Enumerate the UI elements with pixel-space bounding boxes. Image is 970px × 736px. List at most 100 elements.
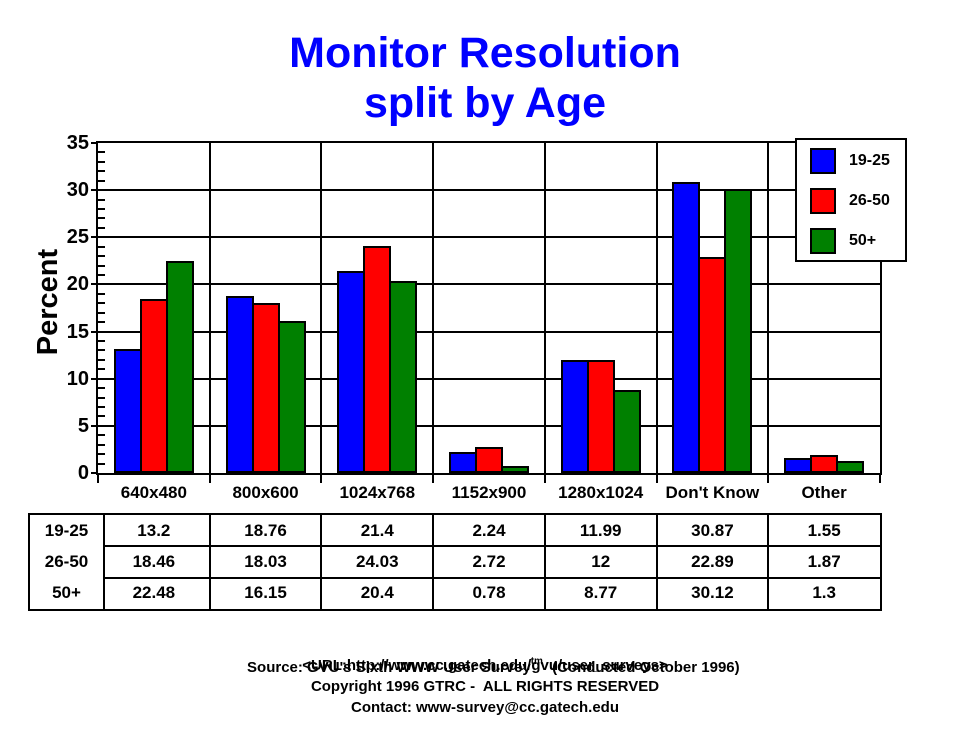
y-minor-tick — [98, 198, 105, 201]
x-category-label: 1280x1024 — [558, 483, 644, 502]
y-minor-tick — [98, 340, 105, 342]
y-minor-tick — [98, 321, 105, 324]
y-tick-label: 30 — [66, 179, 89, 202]
y-major-tick — [91, 330, 96, 333]
plot-area — [96, 141, 882, 475]
y-minor-tick — [98, 406, 105, 408]
table-cell: 11.99 — [579, 520, 622, 540]
gridline-vertical — [767, 143, 770, 473]
y-minor-tick — [98, 179, 105, 182]
x-category-label: Other — [801, 483, 847, 502]
bar-19-25-1280x1024 — [560, 360, 589, 473]
y-tick-label: 15 — [66, 320, 89, 343]
table-divider-vertical — [208, 515, 211, 609]
table-divider-vertical — [767, 515, 770, 609]
x-axis-tick — [879, 475, 881, 483]
y-minor-tick — [98, 245, 105, 248]
bar-19-25-Don't Know — [672, 182, 701, 473]
footer-url-line: <URL:http://www.cc.gatech.edu/gvu/user_s… — [302, 657, 668, 674]
bar-50+-1280x1024 — [612, 390, 641, 473]
legend-label-50+: 50+ — [849, 232, 877, 249]
footer-source-line: Source: GVU's Sixth WWW User Surveytm (C… — [0, 637, 970, 695]
y-tick-label: 25 — [66, 226, 89, 249]
bar-19-25-1152x900 — [449, 452, 477, 473]
x-axis-tick — [767, 475, 770, 483]
page-title: Monitor Resolution split by Age — [0, 28, 970, 128]
y-tick-label: 0 — [77, 462, 89, 484]
y-minor-tick — [98, 208, 105, 210]
y-major-tick — [91, 236, 96, 239]
y-minor-tick — [98, 387, 105, 390]
x-axis-tick — [97, 475, 99, 483]
y-minor-tick — [98, 311, 105, 314]
y-major-tick — [91, 142, 96, 144]
y-major-tick — [91, 472, 96, 474]
bar-26-50-Don't Know — [698, 257, 727, 473]
y-minor-tick — [98, 462, 105, 465]
table-row-label-19-25: 19-25 — [44, 520, 89, 540]
bar-26-50-1280x1024 — [586, 360, 615, 473]
title-line-2: split by Age — [363, 79, 607, 127]
gridline-vertical — [320, 143, 323, 473]
y-major-tick — [91, 283, 96, 286]
table-cell: 1.55 — [807, 520, 841, 540]
y-minor-tick — [98, 396, 105, 399]
gridline-vertical — [655, 143, 658, 473]
bar-26-50-1152x900 — [475, 447, 503, 473]
table-cell: 20.4 — [360, 583, 394, 603]
table-cell: 0.78 — [472, 583, 506, 603]
footer-copyright-line: Copyright 1996 GTRC - ALL RIGHTS RESERVE… — [310, 678, 660, 695]
x-axis-tick — [432, 475, 435, 483]
footer-tm-superscript: tm — [530, 656, 543, 667]
table-divider-vertical — [432, 515, 435, 609]
table-cell: 2.24 — [472, 520, 506, 540]
table-row-label-50+: 50+ — [52, 583, 81, 603]
table-divider-vertical — [543, 515, 546, 609]
table-divider-vertical — [320, 515, 323, 609]
bar-50+-1152x900 — [501, 466, 529, 473]
y-minor-tick — [98, 368, 105, 371]
y-minor-tick — [98, 349, 105, 352]
gridline-horizontal — [98, 424, 880, 427]
x-category-label: 1024x768 — [339, 483, 416, 502]
table-cell: 13.2 — [137, 520, 171, 540]
x-category-label: 640x480 — [120, 483, 187, 502]
y-axis-title: Percent — [31, 248, 64, 356]
y-minor-tick — [98, 217, 105, 220]
y-minor-tick — [98, 255, 105, 258]
y-minor-tick — [98, 151, 105, 154]
table-cell: 18.46 — [132, 551, 176, 571]
legend-label-19-25: 19-25 — [849, 152, 890, 169]
legend-swatch-50+ — [810, 228, 836, 254]
table-divider-horizontal — [103, 545, 880, 548]
y-major-tick — [91, 424, 96, 427]
table-cell: 16.15 — [244, 583, 287, 603]
gridline-horizontal — [98, 283, 880, 286]
y-minor-tick — [98, 160, 105, 163]
table-cell: 2.72 — [472, 551, 506, 571]
x-category-label: 800x600 — [232, 483, 299, 502]
y-minor-tick — [98, 443, 105, 446]
y-major-tick — [91, 189, 96, 192]
y-minor-tick — [98, 292, 105, 295]
y-tick-label: 35 — [66, 132, 89, 154]
y-minor-tick — [98, 264, 105, 267]
x-axis-tick — [320, 475, 323, 483]
table-cell: 30.87 — [691, 520, 734, 540]
gridline-horizontal — [98, 236, 880, 239]
bar-50+-800x600 — [277, 321, 306, 473]
bar-26-50-Other — [810, 455, 839, 473]
y-minor-tick — [98, 302, 105, 305]
y-minor-tick — [98, 358, 105, 361]
footer-source-date: (Conducted October 1996) — [547, 659, 740, 676]
x-category-label: 1152x900 — [451, 483, 527, 502]
table-cell: 24.03 — [356, 551, 399, 571]
bar-50+-Don't Know — [724, 189, 753, 473]
bar-50+-640x480 — [165, 261, 194, 473]
table-cell: 1.3 — [812, 583, 836, 603]
footer-contact-line: Contact: www-survey@cc.gatech.edu — [350, 699, 620, 716]
gridline-vertical — [208, 143, 211, 473]
table-cell: 21.4 — [360, 520, 394, 540]
table-cell: 22.89 — [691, 551, 734, 571]
